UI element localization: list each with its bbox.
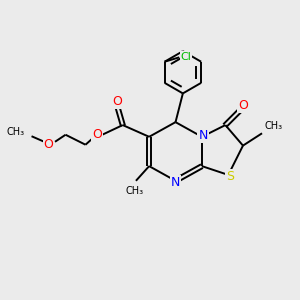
Text: CH₃: CH₃ (6, 128, 25, 137)
Text: O: O (112, 94, 122, 107)
Text: O: O (92, 128, 102, 141)
Text: O: O (44, 138, 53, 151)
Text: N: N (198, 129, 208, 142)
Text: S: S (226, 170, 234, 183)
Text: Cl: Cl (181, 52, 191, 62)
Text: CH₃: CH₃ (125, 186, 143, 196)
Text: O: O (238, 99, 248, 112)
Text: CH₃: CH₃ (264, 121, 283, 131)
Text: N: N (171, 176, 180, 189)
